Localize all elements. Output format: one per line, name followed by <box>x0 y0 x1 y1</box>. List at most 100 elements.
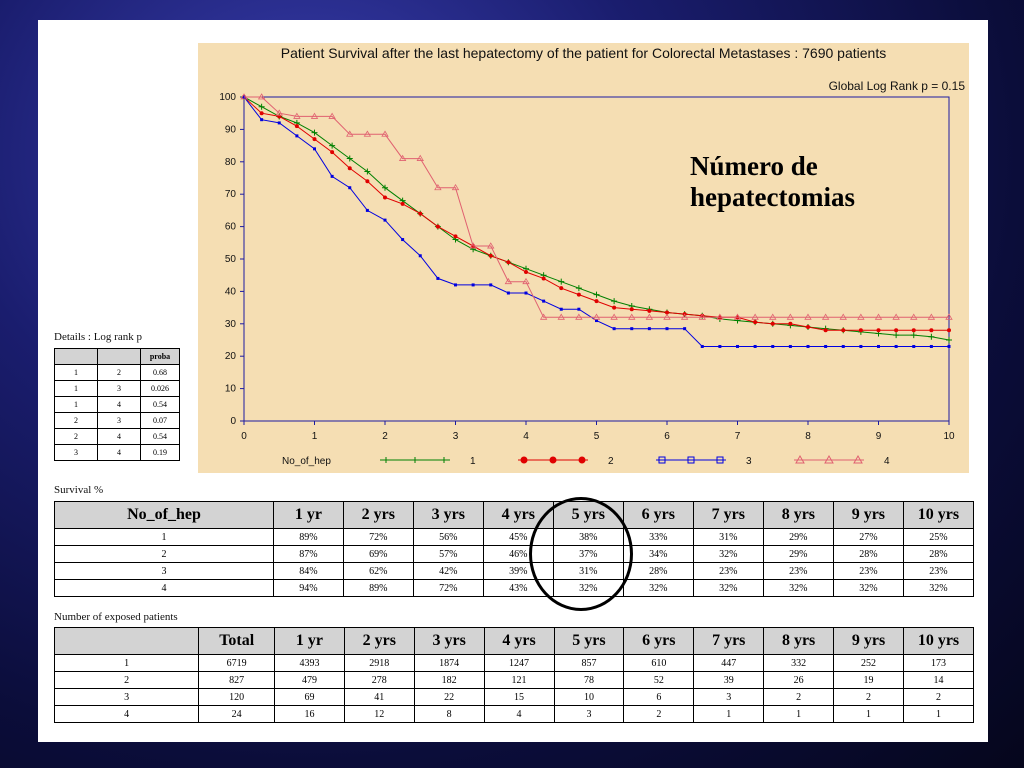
legend-marker <box>383 457 389 463</box>
exposed-header-cell: Total <box>198 627 276 655</box>
survival-header-cell: 3 yrs <box>412 501 484 529</box>
survival-row: 4 94% 89% 72% 43% 32% 32% 32% 32% 32% 32% <box>53 579 975 597</box>
survival-cell: 27% <box>832 528 904 546</box>
data-point <box>451 183 460 191</box>
data-point <box>575 285 582 292</box>
survival-cell: 84% <box>273 562 344 580</box>
data-point <box>610 313 618 320</box>
exposed-cell: 12 <box>343 705 415 723</box>
survival-cell: 32% <box>902 579 975 597</box>
legend-marker <box>549 456 557 464</box>
y-tick-label: 100 <box>219 92 236 103</box>
survival-header-row: No_of_hep 1 yr 2 yrs 3 yrs 4 yrs 5 yrs 6 yrs 7 … <box>53 501 975 529</box>
data-point <box>435 224 440 229</box>
data-point <box>804 313 812 320</box>
details-header-cell: proba <box>140 348 180 365</box>
series-line-4 <box>244 96 949 318</box>
exposed-cell: 1 <box>763 705 835 723</box>
data-point <box>365 208 369 212</box>
data-point <box>522 277 530 285</box>
exposed-cell: 1 <box>902 705 975 723</box>
details-cell: 3 <box>97 380 141 397</box>
data-point <box>841 328 846 333</box>
exposed-cell: 16 <box>274 705 345 723</box>
exposed-cell: 4 <box>53 705 200 723</box>
survival-header-cell: 7 yrs <box>692 501 764 529</box>
legend-label-3: 3 <box>746 456 752 467</box>
exposed-row: 2 827 479 278 182 121 78 52 39 26 19 14 <box>53 671 975 689</box>
data-point <box>524 269 528 274</box>
data-point <box>770 321 775 326</box>
data-point <box>910 313 918 320</box>
data-point <box>645 313 654 320</box>
survival-header-cell: 6 yrs <box>622 501 694 529</box>
legend-label-1: 1 <box>470 456 476 467</box>
data-point <box>630 327 634 331</box>
legend-marker <box>441 457 447 463</box>
survival-cell: 39% <box>482 562 554 580</box>
exposed-cell: 52 <box>623 671 695 689</box>
x-tick-label: 10 <box>943 431 955 442</box>
exposed-cell: 22 <box>413 688 485 706</box>
exposed-header-cell: 6 yrs <box>623 627 695 655</box>
exposed-header-cell <box>53 627 200 655</box>
data-point <box>295 134 299 138</box>
exposed-cell: 24 <box>198 705 276 723</box>
exposed-cell: 447 <box>693 654 765 672</box>
data-point <box>927 313 936 320</box>
survival-cell: 34% <box>622 545 694 563</box>
survival-cell: 23% <box>832 562 904 580</box>
exposed-cell: 827 <box>198 671 276 689</box>
survival-header-cell: 10 yrs <box>902 501 975 529</box>
exposed-cell: 19 <box>833 671 904 689</box>
exposed-cell: 10 <box>553 688 625 706</box>
exposed-cell: 2 <box>623 705 695 723</box>
plot-frame <box>243 96 950 422</box>
survival-cell: 42% <box>412 562 484 580</box>
data-point <box>700 344 704 348</box>
survival-cell: 32% <box>762 579 834 597</box>
survival-cell: 32% <box>692 579 764 597</box>
data-point <box>718 344 722 348</box>
y-tick-label: 70 <box>225 189 237 200</box>
data-point <box>786 313 795 320</box>
data-point <box>558 278 565 285</box>
data-point <box>647 308 652 313</box>
exposed-header-cell: 5 yrs <box>553 627 625 655</box>
x-tick-label: 2 <box>382 431 388 442</box>
series-line-1 <box>243 96 950 341</box>
survival-cell: 32% <box>692 545 764 563</box>
exposed-header-cell: 7 yrs <box>693 627 765 655</box>
y-tick-label: 40 <box>225 286 237 297</box>
survival-row: 1 89% 72% 56% 45% 38% 33% 31% 29% 27% 25% <box>53 528 975 546</box>
details-row: 2 3 0.07 <box>54 412 180 429</box>
exposed-row: 1 6719 4393 2918 1874 1247 857 610 447 332 252 173 <box>53 654 975 672</box>
data-point <box>877 344 880 348</box>
data-point <box>733 313 742 320</box>
data-point <box>628 313 636 320</box>
legend-marker <box>853 454 863 464</box>
data-point <box>911 328 916 333</box>
data-point <box>293 112 301 119</box>
exposed-cell: 3 <box>53 688 200 706</box>
data-point <box>821 313 830 320</box>
data-point <box>665 310 669 315</box>
data-point <box>313 147 316 151</box>
details-cell: 0.68 <box>140 364 180 381</box>
exposed-row: 3 120 69 41 22 15 10 6 3 2 2 2 <box>53 688 975 706</box>
survival-cell: 31% <box>552 562 624 580</box>
exposed-cell: 1 <box>53 654 200 672</box>
data-point <box>716 313 724 320</box>
data-point <box>277 121 281 125</box>
survival-label: Survival % <box>54 484 104 496</box>
data-point <box>310 112 319 119</box>
data-point <box>542 299 546 303</box>
details-cell: 4 <box>97 444 141 461</box>
survival-cell: 43% <box>482 579 554 597</box>
y-tick-label: 20 <box>225 351 237 362</box>
data-point <box>824 344 828 348</box>
data-point <box>416 154 424 161</box>
data-point <box>892 313 900 320</box>
survival-cell: 28% <box>622 562 694 580</box>
data-point <box>929 344 933 348</box>
